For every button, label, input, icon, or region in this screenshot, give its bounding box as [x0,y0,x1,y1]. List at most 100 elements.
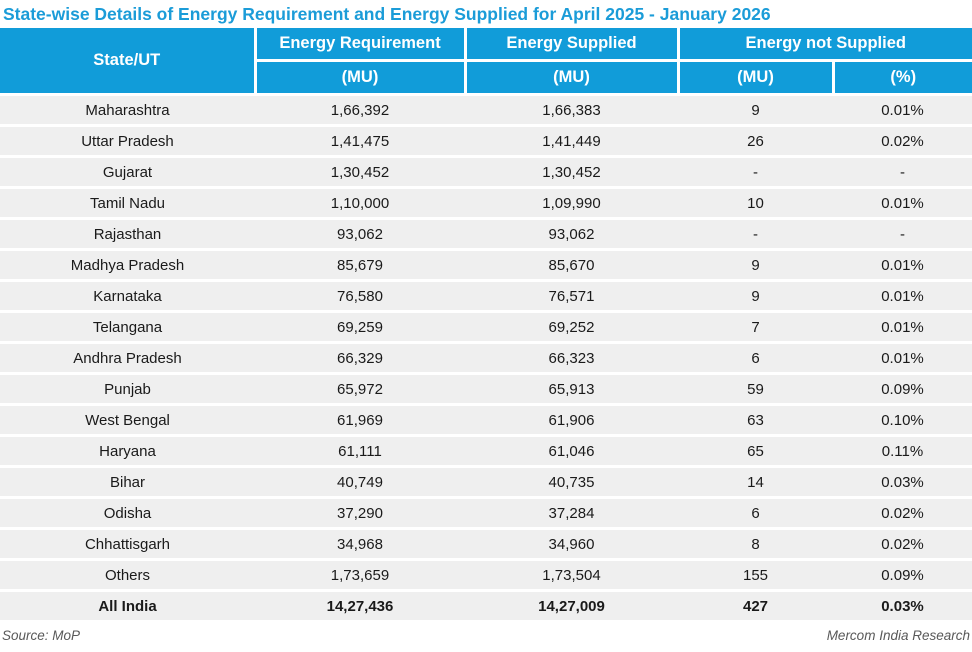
cell-value: 37,284 [465,497,678,530]
cell-state: Telangana [0,311,255,344]
table-row: Andhra Pradesh 66,329 66,323 6 0.01% [0,342,972,375]
source-note: Source: MoP [2,627,81,643]
cell-value: 1,41,475 [255,125,465,158]
cell-value: 37,290 [255,497,465,530]
cell-value: - [833,218,972,251]
cell-value: 1,09,990 [465,187,678,220]
cell-value: 0.09% [833,373,972,406]
table-row: Bihar 40,749 40,735 14 0.03% [0,466,972,499]
cell-state: Uttar Pradesh [0,125,255,158]
cell-value: 1,41,449 [465,125,678,158]
cell-value: 34,968 [255,528,465,561]
cell-value: 155 [678,559,833,592]
table-row: Karnataka 76,580 76,571 9 0.01% [0,280,972,313]
col-header-energy-not-supplied: Energy not Supplied [676,28,972,62]
col-header-energy-requirement: Energy Requirement [253,28,467,62]
table-row: Uttar Pradesh 1,41,475 1,41,449 26 0.02% [0,125,972,158]
table-row: Haryana 61,111 61,046 65 0.11% [0,435,972,468]
cell-value: 0.02% [833,497,972,530]
cell-state: Gujarat [0,156,255,189]
table-row: Gujarat 1,30,452 1,30,452- - [0,156,972,189]
cell-value: 0.09% [833,559,972,592]
cell-value: 0.01% [833,187,972,220]
cell-value: 0.01% [833,249,972,282]
cell-value: - [678,156,833,189]
col-header-energy-supplied: Energy Supplied [463,28,680,62]
cell-value: 14 [678,466,833,499]
cell-value: 0.01% [833,280,972,313]
cell-state: Odisha [0,497,255,530]
cell-value: 0.03% [833,590,972,620]
cell-value: 26 [678,125,833,158]
cell-value: 10 [678,187,833,220]
cell-state: Punjab [0,373,255,406]
cell-value: 1,66,383 [465,94,678,127]
cell-value: 0.11% [833,435,972,468]
cell-value: 65 [678,435,833,468]
cell-value: 9 [678,94,833,127]
table-body: Maharashtra 1,66,392 1,66,383 9 0.01% Uttar P… [0,94,972,620]
cell-value: 66,323 [465,342,678,375]
cell-value: 8 [678,528,833,561]
cell-value: 0.10% [833,404,972,437]
table-row: Punjab 65,972 65,913 59 0.09% [0,373,972,406]
header-row-groups: State/UT Energy Requirement Energy Suppl… [0,28,972,96]
cell-value: 65,972 [255,373,465,406]
table-row: Chhattisgarh 34,968 34,960 8 0.02% [0,528,972,561]
cell-value: 59 [678,373,833,406]
energy-table: State/UT Energy Requirement Energy Suppl… [0,28,972,620]
cell-value: 1,73,659 [255,559,465,592]
cell-value: 1,73,504 [465,559,678,592]
cell-value: 93,062 [465,218,678,251]
cell-state: Others [0,559,255,592]
cell-value: 427 [678,590,833,620]
cell-value: 0.02% [833,125,972,158]
table-row: Madhya Pradesh 85,679 85,670 9 0.01% [0,249,972,282]
cell-state: Haryana [0,435,255,468]
cell-value: 93,062 [255,218,465,251]
cell-state: Bihar [0,466,255,499]
cell-value: 1,66,392 [255,94,465,127]
subheader-requirement-mu: (MU) [255,59,467,96]
cell-value: 69,259 [255,311,465,344]
table-row: Others 1,73,659 1,73,504 155 0.09% [0,559,972,592]
cell-value: 40,735 [465,466,678,499]
cell-value: 61,046 [465,435,678,468]
cell-value: 9 [678,249,833,282]
table-row: West Bengal 61,969 61,906 63 0.10% [0,404,972,437]
cell-value: 1,30,452 [255,156,465,189]
cell-state: Chhattisgarh [0,528,255,561]
total-row: All India 14,27,436 14,27,009 427 0.03% [0,590,972,620]
cell-value: 69,252 [465,311,678,344]
cell-value: 0.03% [833,466,972,499]
cell-value: 65,913 [465,373,678,406]
subheader-not-supplied-mu: (MU) [676,59,835,96]
cell-value: - [678,218,833,251]
subheader-not-supplied-pct: (%) [831,59,972,96]
cell-value: 0.02% [833,528,972,561]
subheader-supplied-mu: (MU) [463,59,680,96]
table-row: Odisha 37,290 37,284 6 0.02% [0,497,972,530]
cell-value: 76,580 [255,280,465,313]
cell-value: 1,30,452 [465,156,678,189]
cell-state: Karnataka [0,280,255,313]
cell-state: Madhya Pradesh [0,249,255,282]
cell-value: 34,960 [465,528,678,561]
col-header-state-ut: State/UT [0,28,257,96]
page-title: State-wise Details of Energy Requirement… [3,4,771,24]
cell-value: 66,329 [255,342,465,375]
cell-value: 9 [678,280,833,313]
header-row-units: (MU) (MU) (MU) (%) [0,59,972,96]
cell-value: 63 [678,404,833,437]
table-row: Maharashtra 1,66,392 1,66,383 9 0.01% [0,94,972,127]
cell-value: 14,27,009 [465,590,678,620]
cell-value: 6 [678,497,833,530]
cell-value: 14,27,436 [255,590,465,620]
cell-value: 7 [678,311,833,344]
cell-value: 0.01% [833,94,972,127]
cell-value: 0.01% [833,311,972,344]
cell-value: 1,10,000 [255,187,465,220]
cell-state: Rajasthan [0,218,255,251]
cell-state: West Bengal [0,404,255,437]
table-header: State/UT Energy Requirement Energy Suppl… [0,28,972,96]
